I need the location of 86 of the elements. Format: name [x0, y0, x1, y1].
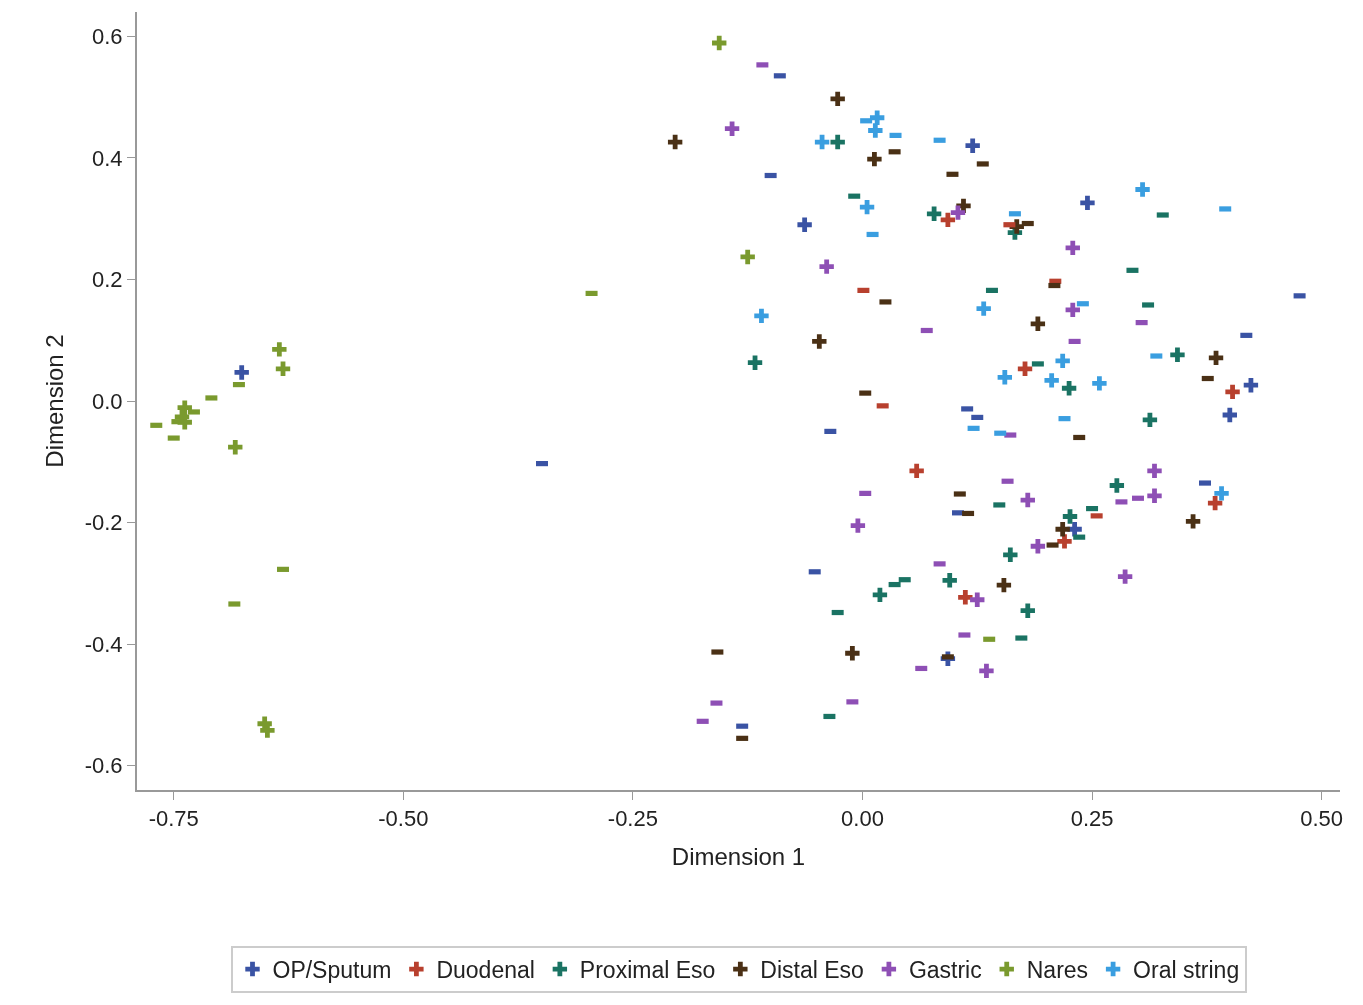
point [958, 590, 973, 605]
x-tick-label: 0.00 [841, 806, 884, 832]
point [1020, 603, 1035, 618]
y-tick-label: -0.2 [84, 510, 123, 536]
point [275, 361, 291, 376]
legend-label: Nares [1026, 957, 1089, 984]
point [965, 138, 980, 153]
point [1147, 463, 1162, 479]
point [979, 663, 994, 679]
point [1225, 384, 1240, 400]
legend-label: Distal Eso [760, 957, 864, 984]
point [724, 121, 740, 136]
point [845, 646, 860, 661]
point [868, 123, 883, 138]
x-axis-title: Dimension 1 [671, 843, 806, 871]
y-tick-label: 0.4 [92, 145, 123, 171]
point [1065, 240, 1080, 256]
point [228, 439, 243, 455]
point [819, 259, 834, 274]
point [747, 355, 763, 370]
point [797, 217, 812, 232]
legend-label: Oral string [1133, 957, 1240, 984]
point [1055, 353, 1070, 369]
point [1142, 412, 1158, 428]
point [1062, 509, 1078, 524]
point [867, 151, 882, 167]
point [1147, 488, 1162, 504]
point [926, 206, 942, 221]
point [1065, 302, 1080, 318]
point [1020, 492, 1035, 508]
point [1214, 486, 1229, 501]
point [740, 249, 755, 265]
x-tick-label: -0.25 [607, 806, 658, 832]
point [942, 573, 957, 588]
y-axis-title: Dimension 2 [41, 334, 69, 468]
point [909, 463, 924, 479]
point [1030, 316, 1046, 332]
point [859, 199, 875, 215]
point [1044, 373, 1059, 388]
legend-label: OP/Sputum [272, 957, 392, 984]
point [712, 35, 727, 51]
point [1243, 378, 1259, 393]
point [1109, 478, 1125, 493]
point [1207, 495, 1223, 511]
legend-label: Duodenal [436, 957, 535, 984]
y-tick-label: -0.4 [84, 631, 123, 657]
point [1135, 182, 1150, 197]
point [1117, 569, 1133, 584]
point [1185, 514, 1201, 529]
x-tick-label: 0.25 [1070, 806, 1114, 832]
point [1057, 534, 1072, 549]
point [1061, 381, 1077, 396]
point [950, 205, 966, 220]
point [976, 301, 991, 316]
point [812, 334, 827, 349]
point [872, 587, 888, 603]
y-tick-label: 0.6 [92, 24, 123, 50]
point [272, 342, 287, 357]
point [997, 370, 1013, 385]
point [754, 308, 769, 324]
y-tick-label: -0.6 [84, 753, 123, 779]
point [234, 365, 249, 380]
x-tick-label: -0.75 [148, 806, 199, 832]
point [1030, 539, 1046, 554]
legend-label: Proximal Eso [579, 957, 716, 984]
point [940, 212, 956, 228]
point [1003, 547, 1018, 562]
point [850, 518, 866, 533]
point [996, 577, 1012, 593]
x-tick-label: -0.50 [378, 806, 429, 832]
point [869, 110, 885, 125]
point [1080, 195, 1095, 211]
y-tick-label: 0.2 [92, 267, 123, 293]
point [830, 91, 845, 107]
point [1092, 376, 1107, 391]
point [667, 134, 683, 150]
point [830, 134, 845, 150]
point [1055, 522, 1070, 537]
point [1222, 407, 1237, 423]
point [1208, 350, 1224, 366]
point [970, 592, 985, 607]
x-tick-label: 0.50 [1300, 806, 1344, 832]
legend-label: Gastric [908, 957, 982, 984]
point [1017, 361, 1033, 376]
y-tick-label: 0.0 [92, 388, 123, 414]
point [1170, 347, 1185, 363]
